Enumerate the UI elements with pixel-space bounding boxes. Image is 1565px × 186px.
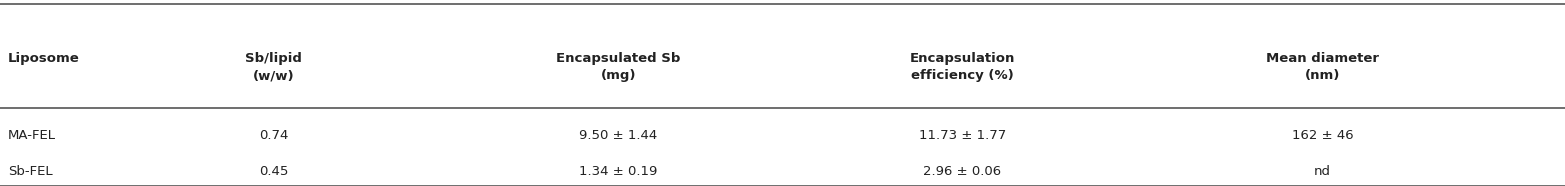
Text: Sb/lipid
(w/w): Sb/lipid (w/w) [246, 52, 302, 82]
Text: Encapsulation
efficiency (%): Encapsulation efficiency (%) [909, 52, 1016, 82]
Text: Mean diameter
(nm): Mean diameter (nm) [1266, 52, 1379, 82]
Text: 162 ± 46: 162 ± 46 [1291, 129, 1354, 142]
Text: nd: nd [1315, 165, 1330, 178]
Text: MA-FEL: MA-FEL [8, 129, 56, 142]
Text: 2.96 ± 0.06: 2.96 ± 0.06 [923, 165, 1002, 178]
Text: 0.74: 0.74 [260, 129, 288, 142]
Text: Liposome: Liposome [8, 52, 80, 65]
Text: 1.34 ± 0.19: 1.34 ± 0.19 [579, 165, 657, 178]
Text: Encapsulated Sb
(mg): Encapsulated Sb (mg) [556, 52, 681, 82]
Text: 11.73 ± 1.77: 11.73 ± 1.77 [919, 129, 1006, 142]
Text: 9.50 ± 1.44: 9.50 ± 1.44 [579, 129, 657, 142]
Text: Sb-FEL: Sb-FEL [8, 165, 53, 178]
Text: 0.45: 0.45 [260, 165, 288, 178]
